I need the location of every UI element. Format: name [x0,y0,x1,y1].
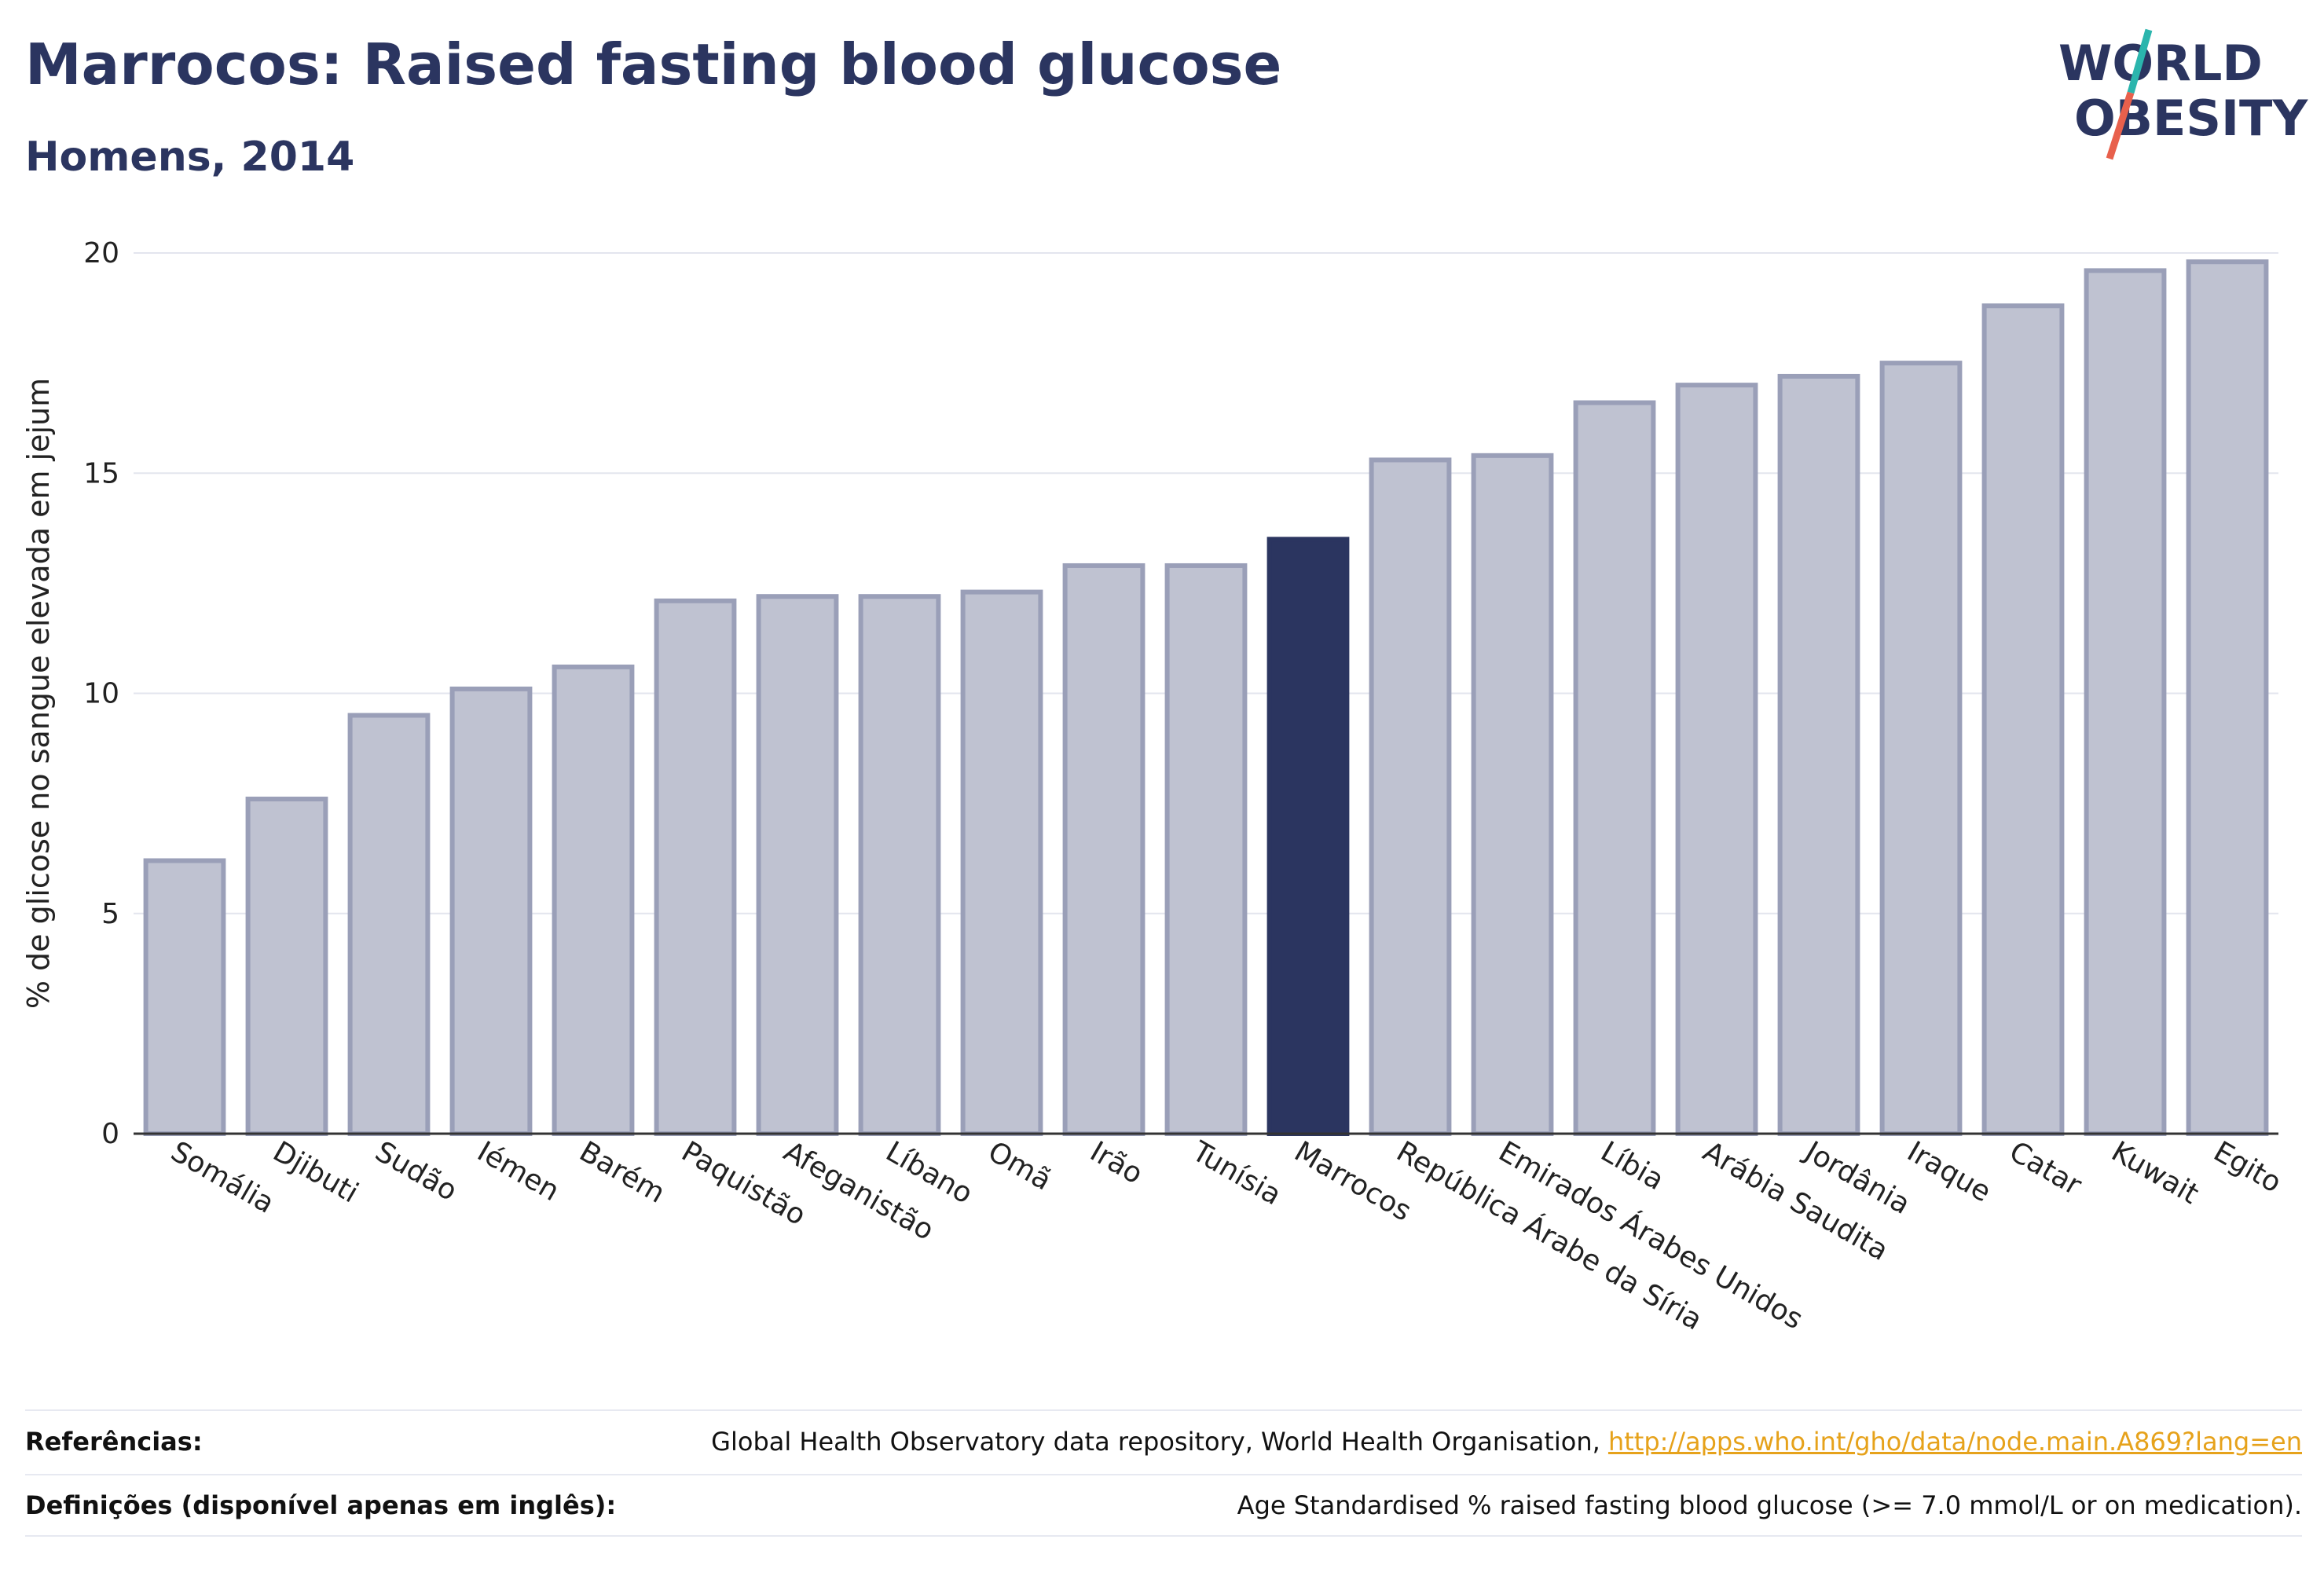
x-tick-label: Líbia [1596,1135,1670,1197]
x-tick-label: Tunísia [1186,1135,1287,1211]
bar [347,713,431,1136]
logo-slash-teal [2127,28,2153,94]
x-tick-label: Sudão [370,1135,463,1208]
bar [1777,373,1860,1136]
x-tick-label: Marrocos [1289,1135,1417,1227]
references-value: Global Health Observatory data repositor… [711,1427,2302,1457]
y-tick-label: 5 [101,898,119,930]
page-title: Marrocos: Raised fasting blood glucose [25,31,1282,97]
bar [552,664,635,1136]
y-tick-label: 10 [83,678,119,710]
x-tick-label: Catar [2004,1135,2088,1202]
bar [1573,400,1656,1136]
bar [1266,537,1350,1136]
world-obesity-logo: WORLD OBESITY [2058,28,2308,160]
references-text: Global Health Observatory data repositor… [711,1427,1600,1457]
bar [1981,303,2065,1136]
bar [245,797,328,1137]
x-tick-label: Djibuti [268,1135,364,1209]
bar [1675,383,1758,1136]
bar [654,598,737,1136]
x-tick-label: Iémen [472,1135,565,1208]
x-tick-label: Iraque [1902,1135,1996,1208]
bar [1369,457,1452,1136]
x-tick-label: Omã [983,1135,1058,1197]
y-tick-label: 0 [101,1118,119,1150]
logo-slash-red [2106,91,2135,160]
bar [1164,563,1248,1136]
x-tick-label: Arábia Saudita [1698,1135,1894,1267]
references-link[interactable]: http://apps.who.int/gho/data/node.main.A… [1607,1427,2302,1457]
y-tick-label: 15 [83,457,119,489]
x-tick-label: Somália [166,1135,280,1220]
bar [1471,453,1554,1136]
bar [1879,361,1963,1136]
definitions-text: Age Standardised % raised fasting blood … [1237,1490,2302,1520]
bar [1062,563,1146,1136]
logo-line-world: WORLD [2058,35,2263,92]
bar [858,594,941,1136]
footer-references: Referências: Global Health Observatory d… [25,1409,2302,1472]
bar [2186,259,2269,1137]
y-tick-label: 20 [83,237,119,269]
y-axis-title: % de glicose no sangue elevada em jejum [21,378,56,1009]
x-tick-label: Barém [574,1135,671,1209]
x-tick-label: Kuwait [2106,1135,2205,1211]
bar [756,594,839,1136]
bar [449,686,533,1136]
footer-definitions: Definições (disponível apenas em inglês)… [25,1474,2302,1537]
definitions-label: Definições (disponível apenas em inglês)… [25,1490,617,1520]
bar [143,858,226,1136]
bar [2084,268,2167,1136]
x-tick-label: Egito [2209,1135,2287,1199]
references-label: Referências: [25,1427,203,1457]
bar [960,589,1043,1136]
page-subtitle: Homens, 2014 [25,134,355,181]
x-tick-label: Irão [1085,1135,1149,1190]
